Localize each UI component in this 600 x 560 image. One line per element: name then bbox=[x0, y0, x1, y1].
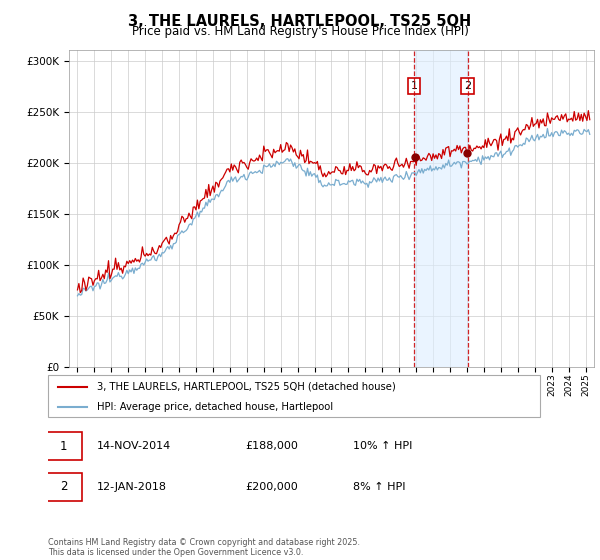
Text: Contains HM Land Registry data © Crown copyright and database right 2025.
This d: Contains HM Land Registry data © Crown c… bbox=[48, 538, 360, 557]
Text: £188,000: £188,000 bbox=[245, 441, 298, 451]
Text: 3, THE LAURELS, HARTLEPOOL, TS25 5QH (detached house): 3, THE LAURELS, HARTLEPOOL, TS25 5QH (de… bbox=[97, 382, 396, 392]
FancyBboxPatch shape bbox=[46, 473, 82, 501]
Text: 2: 2 bbox=[60, 480, 67, 493]
Text: 1: 1 bbox=[60, 440, 67, 453]
Text: 8% ↑ HPI: 8% ↑ HPI bbox=[353, 482, 406, 492]
Text: 10% ↑ HPI: 10% ↑ HPI bbox=[353, 441, 412, 451]
Bar bbox=[414, 50, 467, 367]
Text: 12-JAN-2018: 12-JAN-2018 bbox=[97, 482, 167, 492]
Text: HPI: Average price, detached house, Hartlepool: HPI: Average price, detached house, Hart… bbox=[97, 402, 334, 412]
FancyBboxPatch shape bbox=[46, 432, 82, 460]
Text: 1: 1 bbox=[410, 81, 418, 91]
FancyBboxPatch shape bbox=[48, 375, 540, 417]
Text: £200,000: £200,000 bbox=[245, 482, 298, 492]
Text: 2: 2 bbox=[464, 81, 471, 91]
Text: 14-NOV-2014: 14-NOV-2014 bbox=[97, 441, 172, 451]
Text: Price paid vs. HM Land Registry's House Price Index (HPI): Price paid vs. HM Land Registry's House … bbox=[131, 25, 469, 38]
Text: 3, THE LAURELS, HARTLEPOOL, TS25 5QH: 3, THE LAURELS, HARTLEPOOL, TS25 5QH bbox=[128, 14, 472, 29]
